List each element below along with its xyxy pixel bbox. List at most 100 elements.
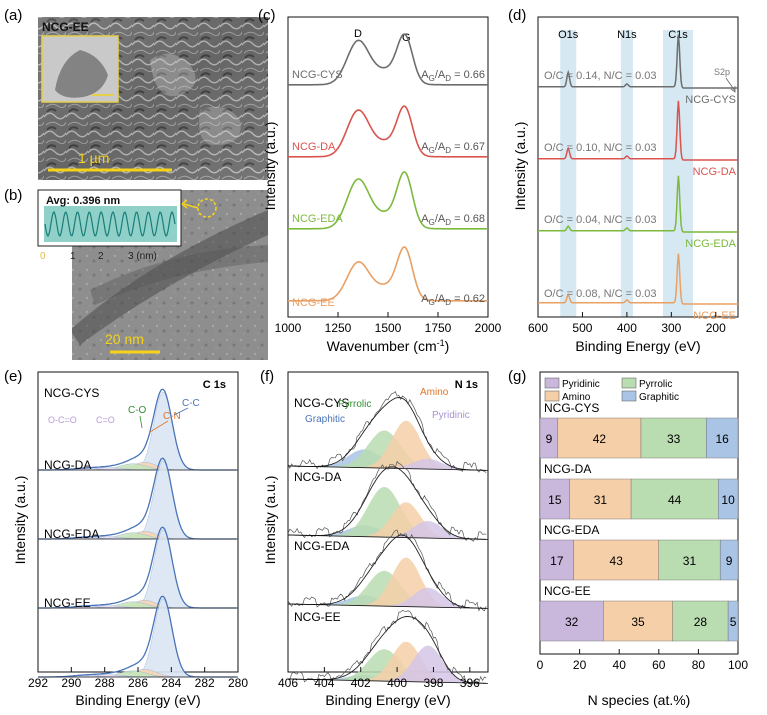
bar-value-pyridinic: 15 <box>548 493 562 507</box>
f-tick-label: 400 <box>387 676 407 690</box>
raman-curve-ncg-ee <box>288 246 488 302</box>
survey-curve-ncg-eda <box>538 175 738 233</box>
avg-spacing-label: Avg: 0.396 nm <box>46 195 120 207</box>
n1s-label-ncg-ee: NCG-EE <box>294 610 341 624</box>
survey-ratio-ncg-da: O/C = 0.10, N/C = 0.03 <box>544 142 657 154</box>
bar-value-graphitic: 5 <box>730 615 737 629</box>
raman-ratio-ncg-eda: AG/AD = 0.68 <box>421 213 485 227</box>
c-tick-label: 2000 <box>475 321 502 335</box>
f-tick-label: 404 <box>314 676 334 690</box>
legend-pyrrolic: Pyrrolic <box>639 379 672 390</box>
e-tick-label: 284 <box>161 676 181 690</box>
f-ylabel: Intensity (a.u.) <box>262 476 278 565</box>
bar-value-pyridinic: 17 <box>550 554 564 568</box>
n1s-baseline <box>287 603 489 609</box>
peak-d-label: D <box>354 28 362 40</box>
profile-tick-1: 1 <box>70 251 76 262</box>
e-tick-label: 288 <box>95 676 115 690</box>
legend-swatch-pyridinic <box>544 377 560 389</box>
scale-label-a: 1 µm <box>78 150 109 166</box>
d-tick-label: 200 <box>706 321 726 335</box>
peak-g-label: G <box>402 32 411 44</box>
e-tick-label: 280 <box>228 676 248 690</box>
survey-ratio-ncg-cys: O/C = 0.14, N/C = 0.03 <box>544 70 657 82</box>
e-tick-label: 282 <box>195 676 215 690</box>
raman-curve-ncg-eda <box>288 171 488 230</box>
d-tick-label: 300 <box>661 321 681 335</box>
panel-e-c1s: (e) NCG-CYS NCG-DA NCG-EDA NCG-EE 292 290 288… <box>4 368 248 708</box>
bar-category-ncg-eda: NCG-EDA <box>544 523 599 537</box>
e-tick-label: 290 <box>61 676 81 690</box>
g-xlabel: N species (at.%) <box>588 692 691 708</box>
bar-segment-amino <box>603 600 673 642</box>
legend-swatch-pyrrolic <box>621 377 637 389</box>
c-tick-label: 1000 <box>275 321 302 335</box>
bar-segment-pyrrolic <box>630 478 719 520</box>
e-tick-label: 286 <box>128 676 148 690</box>
bar-segment-graphitic <box>706 417 739 459</box>
n1s-component <box>288 502 488 540</box>
e-tick-label: 292 <box>28 676 48 690</box>
raman-curve-ncg-da <box>288 105 488 158</box>
legend-swatch-amino <box>544 390 560 402</box>
bar-value-graphitic: 10 <box>721 493 735 507</box>
g-tick-label: 20 <box>573 658 587 672</box>
survey-label-ncg-cys: NCG-CYS <box>685 94 736 106</box>
bar-value-graphitic: 16 <box>715 432 729 446</box>
n1s-component <box>288 645 488 684</box>
d-tick-label: 400 <box>617 321 637 335</box>
bar-segment-amino <box>573 539 659 581</box>
bar-value-pyridinic: 32 <box>565 615 579 629</box>
c-xlabel: Wavenumber (cm-1) <box>327 338 450 354</box>
raman-label-ncg-da: NCG-DA <box>292 141 336 153</box>
n1s-component <box>288 487 488 540</box>
bar-segment-graphitic <box>727 600 739 642</box>
n1s-label-ncg-eda: NCG-EDA <box>294 539 349 553</box>
raman-label-ncg-eda: NCG-EDA <box>292 213 343 225</box>
s2p-label: S2p <box>714 67 730 77</box>
survey-label-ncg-ee: NCG-EE <box>693 310 736 322</box>
bar-category-ncg-cys: NCG-CYS <box>544 401 599 415</box>
f-title: N 1s <box>455 379 478 391</box>
raman-ratio-ncg-cys: AG/AD = 0.66 <box>421 69 485 83</box>
ann-oco: O-C=O <box>48 415 77 425</box>
panel-d-tag: (d) <box>508 7 526 24</box>
c1s-label-ncg-da: NCG-DA <box>44 458 91 472</box>
bar-value-amino: 31 <box>594 493 608 507</box>
bar-segment-pyridinic <box>539 539 574 581</box>
ann-co: C-O <box>128 405 147 416</box>
f-tick-label: 398 <box>423 676 443 690</box>
n1s-component <box>288 449 488 471</box>
legend-amino: Amino <box>562 392 591 403</box>
g-tick-label: 80 <box>692 658 706 672</box>
c1s-label-ncg-ee: NCG-EE <box>44 596 91 610</box>
bar-value-pyrrolic: 31 <box>683 554 697 568</box>
ann-amino: Amino <box>420 387 449 398</box>
panel-a-sample: NCG-EE <box>42 20 89 34</box>
g-tick-label: 0 <box>537 658 544 672</box>
raman-ratio-ncg-ee: AG/AD = 0.62 <box>421 293 485 307</box>
panel-c-tag: (c) <box>258 7 276 24</box>
bar-segment-graphitic <box>719 539 739 581</box>
bar-value-pyrrolic: 33 <box>667 432 681 446</box>
c-tick-label: 1250 <box>325 321 352 335</box>
profile-tick-0: 0 <box>40 251 46 262</box>
scale-label-b: 20 nm <box>105 331 144 347</box>
n1s-component <box>288 458 488 471</box>
f-tick-label: 396 <box>460 676 480 690</box>
raman-curve-ncg-cys <box>288 33 488 86</box>
n1s-raw <box>287 529 487 612</box>
band-label-o1s: O1s <box>558 29 579 41</box>
ann-cc: C-C <box>182 398 200 409</box>
bar-segment-pyridinic <box>539 478 570 520</box>
legend-graphitic: Graphitic <box>639 392 679 403</box>
g-tick-label: 60 <box>652 658 666 672</box>
bar-segment-graphitic <box>718 478 739 520</box>
n1s-component <box>288 420 488 471</box>
bar-value-amino: 43 <box>610 554 624 568</box>
panel-a-tag: (a) <box>4 7 22 24</box>
survey-label-ncg-da: NCG-DA <box>693 166 737 178</box>
bar-value-amino: 42 <box>593 432 607 446</box>
